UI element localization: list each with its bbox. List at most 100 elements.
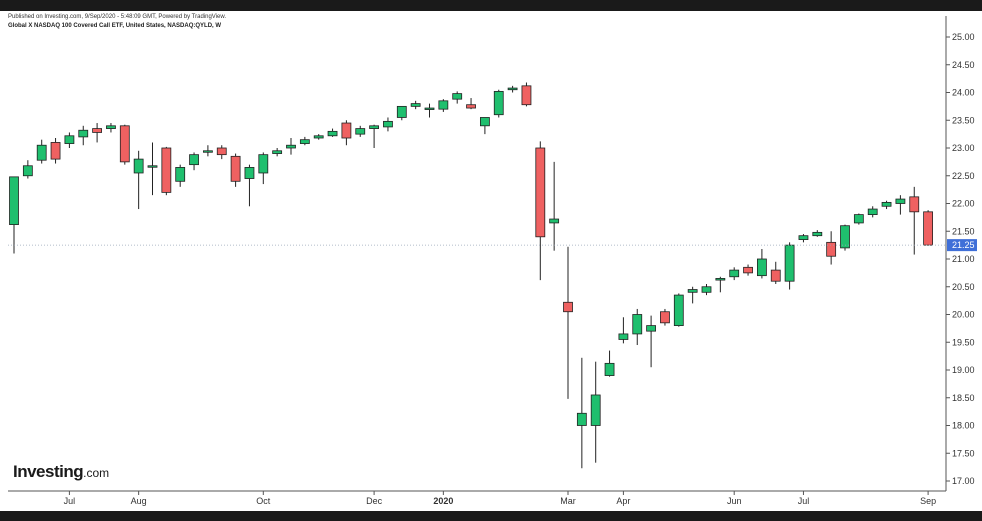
candle-body — [9, 176, 19, 225]
candle-body — [64, 135, 75, 144]
x-tick-label: Aug — [131, 496, 147, 506]
y-tick-label: 17.50 — [952, 448, 975, 458]
candle-body — [770, 269, 781, 282]
candle-body — [286, 144, 296, 149]
y-axis: 25.00 24.50 24.00 23.50 23.00 22.50 22.00 21.50… — [945, 16, 975, 491]
candle-body — [438, 100, 449, 110]
candle-body — [784, 244, 795, 282]
x-tick-label: Sep — [920, 496, 936, 506]
x-tick-label: Apr — [616, 496, 630, 506]
candle-body — [161, 147, 172, 193]
candle-body — [673, 294, 684, 327]
y-tick-label: 19.50 — [952, 337, 975, 347]
last-price-tag — [947, 239, 977, 252]
candle-body — [175, 167, 186, 182]
candle-body — [216, 147, 227, 156]
x-tick-label: Jul — [64, 496, 76, 506]
candle-body — [757, 258, 767, 277]
candle-body — [909, 196, 920, 213]
logo-text: Investing — [13, 462, 84, 481]
candle-body — [798, 235, 809, 240]
candle-body — [424, 107, 435, 110]
top-frame-bar — [0, 0, 982, 11]
y-tick-label: 22.50 — [952, 171, 975, 181]
candle-body — [701, 286, 712, 293]
candle-body — [576, 412, 587, 426]
candle-body — [493, 90, 504, 116]
symbol-title: Global X NASDAQ 100 Covered Call ETF, Un… — [8, 23, 222, 29]
candle-body — [604, 362, 615, 376]
last-price-label: 21.25 — [952, 240, 975, 250]
candle-body — [119, 125, 130, 163]
candle-body — [355, 128, 366, 135]
y-tick-label: 23.50 — [952, 115, 975, 125]
y-tick-label: 20.00 — [952, 310, 975, 320]
candle-body — [396, 105, 407, 118]
y-tick-label: 18.50 — [952, 393, 975, 403]
candle-body — [563, 301, 573, 313]
candle-body — [715, 278, 726, 281]
candle-body — [812, 231, 823, 237]
candle-body — [202, 150, 213, 153]
investing-logo[interactable]: Investing.com — [13, 462, 109, 482]
candle-body — [618, 333, 629, 340]
candle-body — [895, 198, 906, 204]
candle-body — [743, 266, 753, 274]
y-tick-label: 21.00 — [952, 254, 975, 264]
chart-frame — [8, 11, 975, 511]
candle-body — [590, 394, 601, 426]
candle-body — [410, 103, 421, 107]
candle-body — [729, 269, 740, 278]
x-tick-label: Jul — [798, 496, 810, 506]
last-price-marker: 21.25 — [8, 239, 977, 252]
y-tick-label: 19.00 — [952, 365, 975, 375]
candle-body — [50, 142, 61, 160]
x-tick-label: Jun — [727, 496, 742, 506]
candle-body — [549, 218, 560, 224]
candle-body — [299, 139, 310, 144]
candle-body — [272, 150, 283, 154]
published-note: Published on Investing.com, 9/Sep/2020 -… — [8, 14, 227, 20]
candle-body — [258, 154, 269, 174]
y-tick-label: 23.00 — [952, 143, 975, 153]
y-tick-label: 24.00 — [952, 88, 975, 98]
candle-body — [521, 85, 532, 106]
candle-body — [466, 104, 476, 109]
x-tick-label: 2020 — [433, 496, 453, 506]
candle-body — [133, 158, 144, 174]
candle-body — [687, 289, 698, 293]
candle-body — [22, 165, 33, 177]
candle-body — [147, 165, 158, 168]
y-tick-label: 24.50 — [952, 60, 975, 70]
logo-suffix: .com — [83, 466, 110, 480]
candle-body — [106, 125, 116, 129]
y-tick-label: 20.50 — [952, 282, 975, 292]
candle-body — [535, 147, 546, 238]
candle-body — [452, 93, 463, 100]
candle-body — [383, 120, 393, 128]
candle-body — [660, 311, 670, 324]
candle-body — [244, 167, 255, 179]
candle-body — [632, 314, 643, 335]
candle-body — [36, 144, 47, 161]
candle-body — [313, 135, 324, 139]
candle-body — [646, 325, 656, 332]
candle-body — [923, 211, 933, 246]
candle-body — [881, 201, 892, 207]
candle-body — [853, 214, 864, 224]
candle-body — [327, 130, 338, 137]
y-tick-label: 17.00 — [952, 476, 975, 486]
candle-series — [9, 82, 933, 469]
y-tick-label: 25.00 — [952, 32, 975, 42]
candle-body — [369, 125, 380, 129]
bottom-frame-bar — [0, 511, 982, 521]
y-tick-label: 18.00 — [952, 421, 975, 431]
candle-body — [479, 117, 490, 127]
candle-body — [230, 155, 241, 182]
x-axis: Jul Aug Oct Dec 2020 Mar Apr Jun Jul Sep — [8, 490, 946, 506]
x-tick-label: Dec — [366, 496, 383, 506]
x-tick-label: Oct — [256, 496, 271, 506]
candle-body — [507, 87, 518, 91]
candle-body — [867, 208, 878, 216]
